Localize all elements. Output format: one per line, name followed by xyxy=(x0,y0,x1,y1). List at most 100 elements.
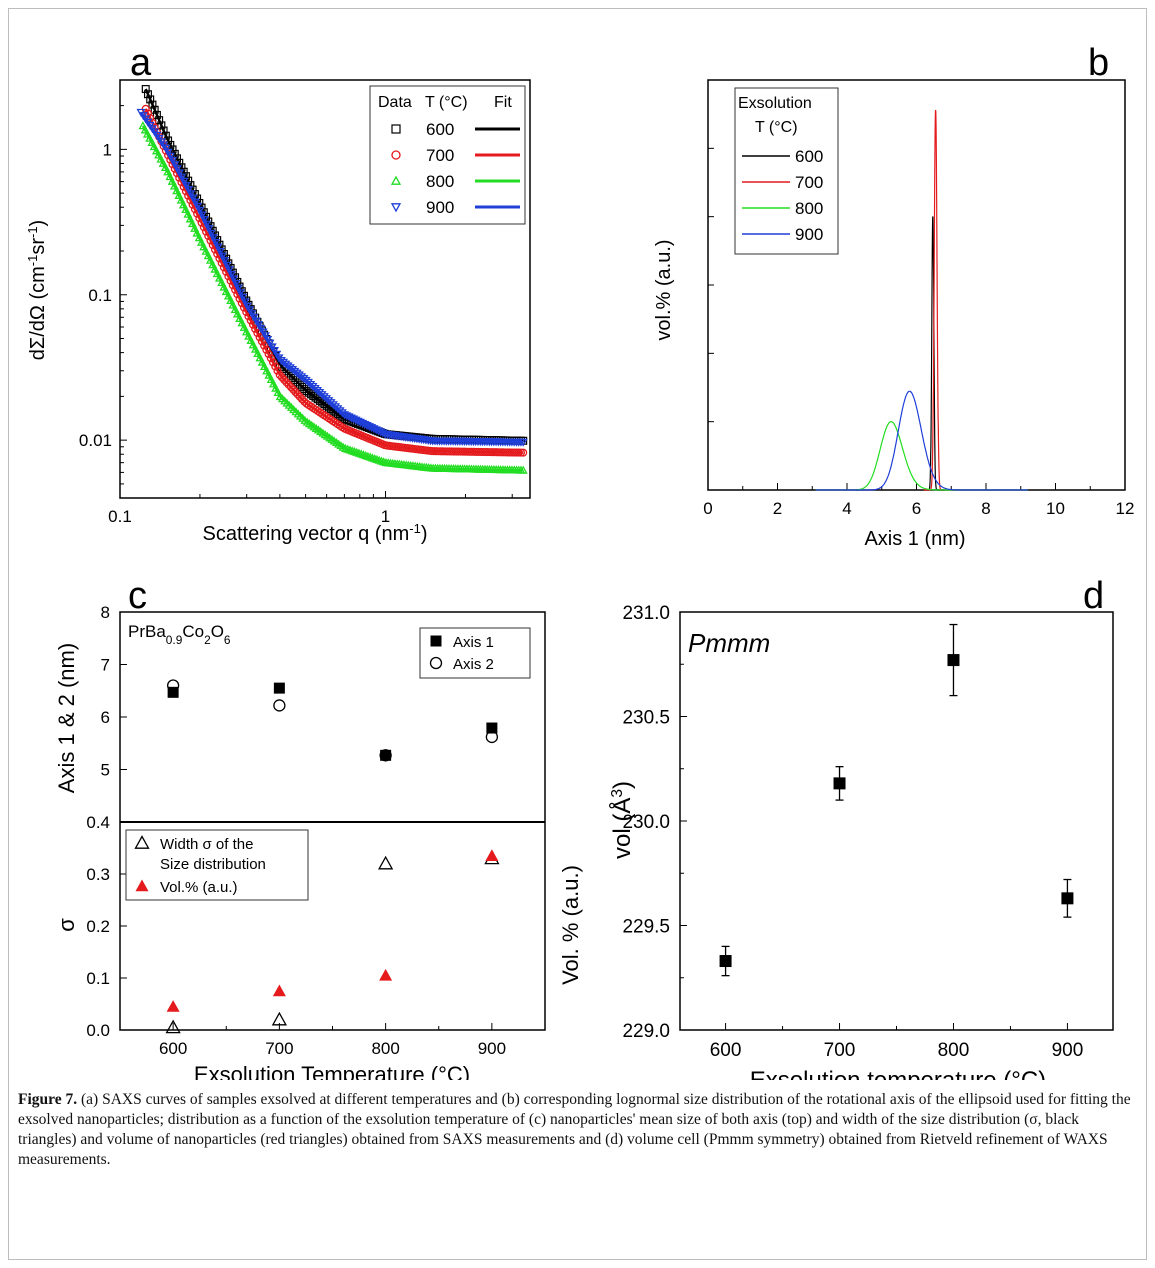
legend-marker xyxy=(390,175,402,185)
data-point xyxy=(143,90,152,99)
x-tick-label: 10 xyxy=(1046,499,1065,518)
data-point xyxy=(188,194,198,203)
data-point xyxy=(947,654,960,667)
y-bottom-tick-label: 0.3 xyxy=(86,865,110,884)
data-point xyxy=(163,148,173,157)
data-point xyxy=(174,169,184,178)
y-top-tick-label: 6 xyxy=(101,708,110,727)
x-tick-label: 800 xyxy=(371,1039,399,1058)
symmetry-annotation: Pmmm xyxy=(688,628,770,658)
x-tick-label: 2 xyxy=(773,499,782,518)
panel-a-plot-frame xyxy=(119,79,531,499)
data-point xyxy=(168,156,178,166)
y-bottom-tick-label: 0.4 xyxy=(86,813,110,832)
panel-b-letter: b xyxy=(1088,42,1109,84)
series-900 xyxy=(136,108,528,447)
y-top-tick-label: 7 xyxy=(101,656,110,675)
x-tick-label: 12 xyxy=(1116,499,1135,518)
caption-label: Figure 7. xyxy=(18,1091,78,1108)
data-point xyxy=(257,357,267,366)
data-point xyxy=(277,373,287,382)
data-point xyxy=(160,162,170,172)
legend-marker xyxy=(134,835,150,849)
data-point xyxy=(172,165,182,174)
legend-box xyxy=(734,87,839,255)
x-tick-label: 1 xyxy=(381,507,390,526)
data-point xyxy=(298,395,307,404)
y-tick-label: 229.5 xyxy=(622,917,670,938)
y-tick-label: 229.0 xyxy=(622,1021,670,1042)
data-point xyxy=(286,371,295,380)
data-point xyxy=(146,95,155,104)
y-tick-label: 231.0 xyxy=(622,603,670,624)
y-top-tick-label: 5 xyxy=(101,761,110,780)
data-point xyxy=(295,392,304,401)
data-point xyxy=(271,362,280,371)
panel-a-letter: a xyxy=(130,42,152,84)
x-tick-label: 600 xyxy=(710,1040,742,1061)
data-point xyxy=(284,369,293,378)
y-tick-label: 0.1 xyxy=(88,286,112,305)
data-point xyxy=(264,370,274,379)
legend-top: Axis 1 Axis 2 xyxy=(419,627,531,679)
data-point xyxy=(190,198,200,207)
point-axis-1 xyxy=(273,682,285,694)
x-tick-label: 6 xyxy=(912,499,921,518)
point-bottom xyxy=(379,968,393,981)
point-bottom xyxy=(271,1011,287,1026)
legend-header-data: Data xyxy=(378,94,412,111)
y-axis-label: vol (Å3) xyxy=(608,781,636,859)
x-tick-label: 0.1 xyxy=(108,507,132,526)
legend-marker xyxy=(429,656,443,670)
data-point xyxy=(158,158,168,167)
legend-label: 600 xyxy=(426,120,454,139)
legend-label: 800 xyxy=(795,199,823,218)
legend-label: Axis 2 xyxy=(453,656,494,673)
data-point xyxy=(155,116,164,125)
point-bottom xyxy=(485,849,499,861)
legend-label: 800 xyxy=(426,172,454,191)
data-point xyxy=(145,133,155,142)
data-point xyxy=(719,955,732,968)
legend-header-t: T (°C) xyxy=(425,94,468,111)
x-tick-label: 8 xyxy=(981,499,990,518)
legend: Exsolution T (°C) 600 700 800 900 xyxy=(734,87,839,255)
data-point xyxy=(268,358,278,367)
data-point xyxy=(248,340,258,349)
data-point xyxy=(142,129,152,138)
y-tick-label: 230.0 xyxy=(622,812,670,833)
y-tick-label: 0.01 xyxy=(79,431,112,450)
legend-label: Width σ of the xyxy=(160,836,253,853)
data-point xyxy=(253,348,263,358)
point-axis-1 xyxy=(486,722,498,734)
data-point xyxy=(280,375,289,384)
legend-marker xyxy=(135,879,149,892)
data-point xyxy=(298,382,307,391)
point-axis-2 xyxy=(166,679,180,692)
distribution-curve-900 xyxy=(815,390,1028,491)
legend-bottom: Width σ of the Size distribution Vol.% (a.… xyxy=(125,829,309,901)
data-point xyxy=(264,349,273,359)
x-tick-label: 0 xyxy=(703,499,712,518)
legend-label: 900 xyxy=(795,225,823,244)
data-point xyxy=(273,366,282,375)
y-top-axis-label: Axis 1 & 2 (nm) xyxy=(54,643,79,793)
x-tick-label: 900 xyxy=(478,1039,506,1058)
x-axis-label: Exsolution temperature (°C) xyxy=(750,1067,1046,1080)
y-tick-label: 230.5 xyxy=(622,708,670,729)
data-point xyxy=(253,328,262,338)
legend-box xyxy=(125,829,309,901)
point-bottom xyxy=(378,855,394,870)
panel-c-letter: c xyxy=(128,575,147,617)
data-point xyxy=(291,387,300,397)
legend-label: 900 xyxy=(426,198,454,217)
legend-label: Axis 1 xyxy=(453,634,494,651)
data-point xyxy=(141,85,150,94)
point-axis-1 xyxy=(167,686,179,698)
data-point xyxy=(833,777,846,790)
x-axis-label: Axis 1 (nm) xyxy=(864,528,965,550)
data-point xyxy=(184,186,194,195)
y-bottom-axis-label: σ xyxy=(54,918,79,932)
